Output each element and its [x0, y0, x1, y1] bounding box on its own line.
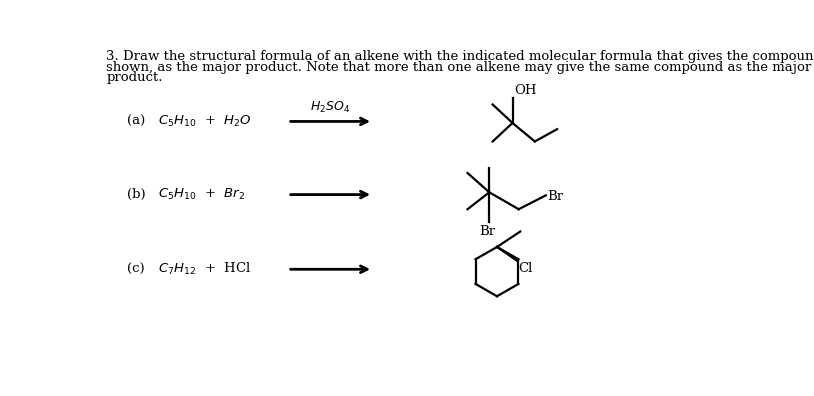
Text: Br: Br [479, 225, 496, 238]
Text: $C_7H_{12}$  +  HCl: $C_7H_{12}$ + HCl [158, 261, 251, 277]
Text: (b): (b) [126, 188, 145, 201]
Text: OH: OH [514, 84, 536, 97]
Text: Cl: Cl [518, 262, 532, 275]
Text: Br: Br [547, 190, 563, 203]
Text: $H_2SO_4$: $H_2SO_4$ [310, 100, 350, 115]
Text: shown, as the major product. Note that more than one alkene may give the same co: shown, as the major product. Note that m… [107, 61, 812, 74]
Text: (c): (c) [126, 263, 144, 276]
Text: $C_5H_{10}$  +  $H_2O$: $C_5H_{10}$ + $H_2O$ [158, 114, 252, 129]
Text: (a): (a) [126, 115, 145, 128]
Text: $C_5H_{10}$  +  $Br_2$: $C_5H_{10}$ + $Br_2$ [158, 187, 244, 202]
Text: product.: product. [107, 71, 163, 84]
Text: 3. Draw the structural formula of an alkene with the indicated molecular formula: 3. Draw the structural formula of an alk… [107, 50, 814, 63]
